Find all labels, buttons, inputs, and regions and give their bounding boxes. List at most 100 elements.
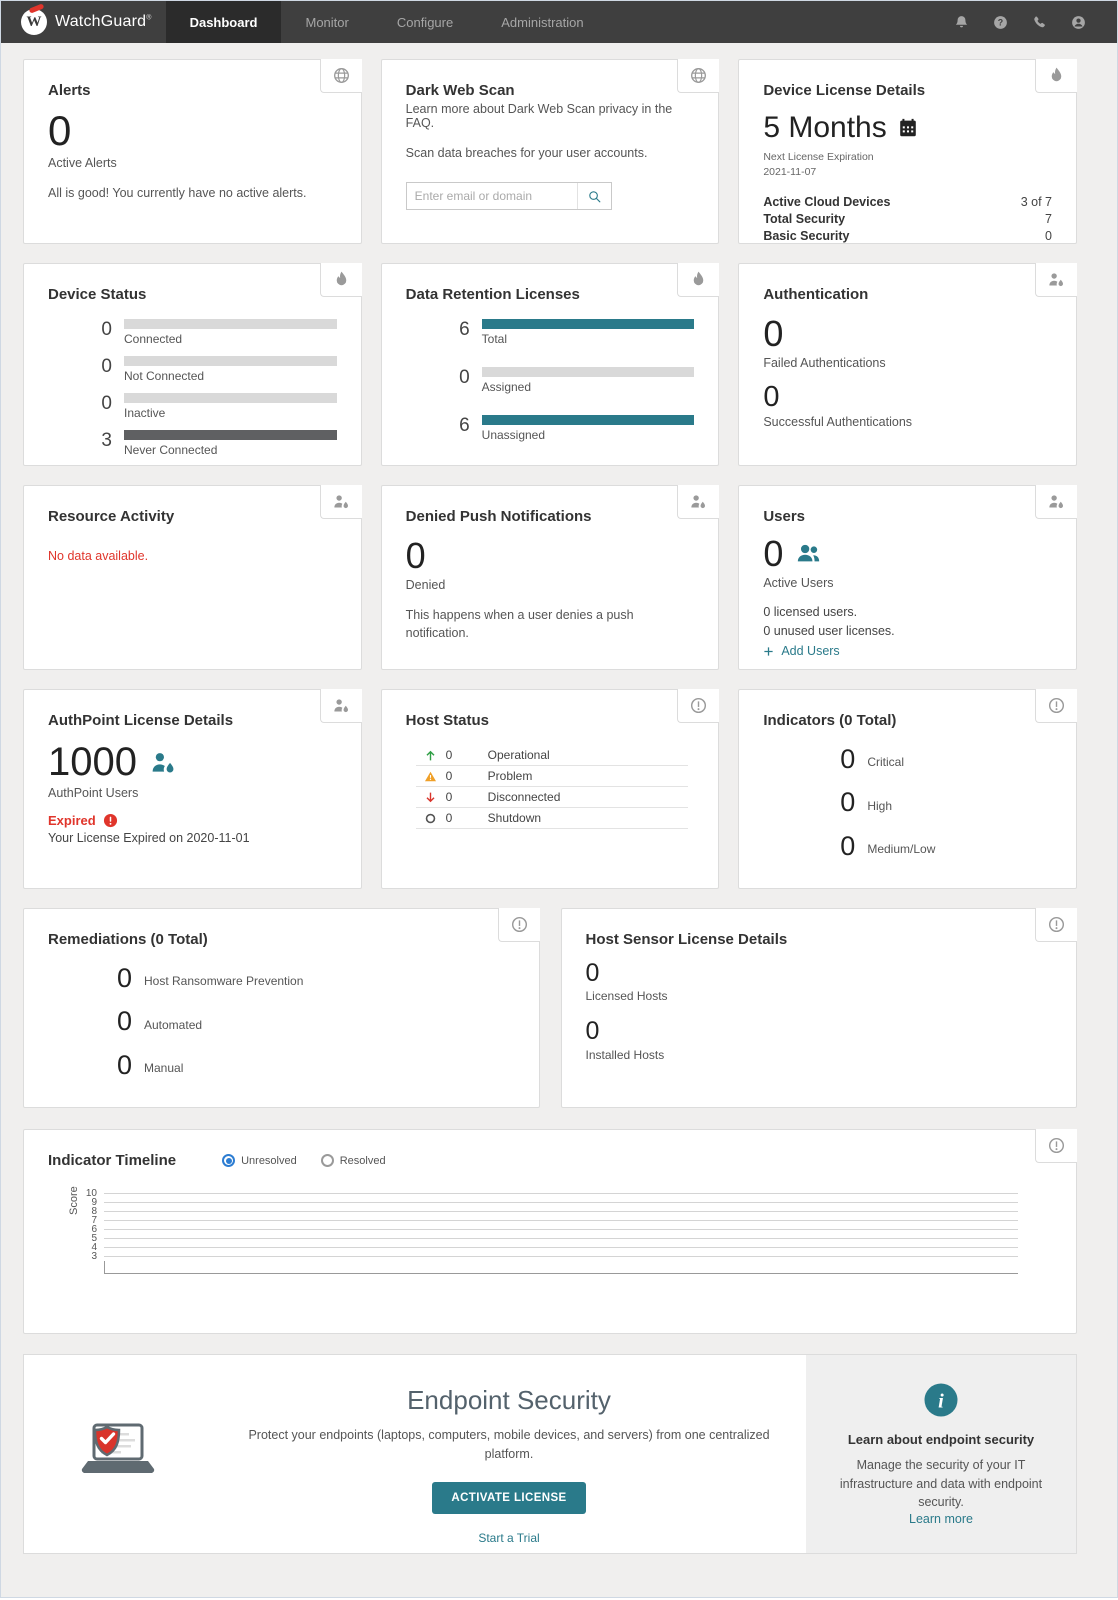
user-license-lines: 0 licensed users. 0 unused user licenses… xyxy=(763,604,895,638)
users-card: Users 0 Active Users 0 licensed users. 0… xyxy=(738,485,1077,670)
license-expiration-value: 5 Months xyxy=(763,111,1052,145)
tab-dashboard[interactable]: Dashboard xyxy=(165,1,282,43)
dark-web-faq-text[interactable]: Learn more about Dark Web Scan privacy i… xyxy=(405,102,673,130)
account-icon[interactable] xyxy=(1070,14,1087,31)
data-retention-card: Data Retention Licenses 6 Total 0 Assign… xyxy=(380,263,720,466)
no-data-message: No data available. xyxy=(48,549,149,563)
dark-web-description: Scan data breaches for your user account… xyxy=(405,146,648,160)
active-alerts-count: 0 xyxy=(48,107,72,154)
bar-unassigned: 6 Unassigned xyxy=(406,415,695,442)
watchguard-logo-icon: W xyxy=(21,3,47,35)
authpoint-license-title: AuthPoint License Details xyxy=(48,712,234,729)
indicators-title: Indicators (0 Total) xyxy=(763,712,897,729)
remediations-title: Remediations (0 Total) xyxy=(48,931,208,948)
indicator-timeline-title: Indicator Timeline xyxy=(48,1152,177,1169)
indicator-medium-low: 0 Medium/Low xyxy=(840,830,936,861)
remediation-automated: 0 Automated xyxy=(116,1006,203,1037)
indicators-stats: 0 Critical 0 High 0 Medium/Low xyxy=(831,745,1052,860)
endpoint-alert-icon xyxy=(1034,689,1077,723)
power-ring-icon xyxy=(424,812,437,825)
laptop-shield-illustration xyxy=(24,1355,212,1553)
resource-activity-card: Resource Activity No data available. xyxy=(23,485,362,670)
globe-icon xyxy=(319,59,362,93)
nav-tabs: Dashboard Monitor Configure Administrati… xyxy=(165,1,608,43)
down-arrow-icon xyxy=(424,791,437,804)
host-sensor-stats: 0 Licensed Hosts 0 Installed Hosts xyxy=(586,960,1053,1062)
alerts-card: Alerts 0 Active Alerts All is good! You … xyxy=(23,59,362,244)
indicator-timeline-card: Indicator Timeline Unresolved Resolved S… xyxy=(23,1129,1077,1334)
authentication-card: Authentication 0 Failed Authentications … xyxy=(738,263,1077,466)
endpoint-security-title: Endpoint Security xyxy=(407,1385,611,1415)
tab-administration[interactable]: Administration xyxy=(501,14,584,30)
info-icon xyxy=(923,1382,959,1418)
brand-name: WatchGuard® xyxy=(55,13,152,30)
up-arrow-icon xyxy=(424,749,437,762)
host-sensor-license-card: Host Sensor License Details 0 Licensed H… xyxy=(560,908,1077,1108)
bar-not-connected: 0 Not Connected xyxy=(48,356,337,383)
endpoint-security-banner: Endpoint Security Protect your endpoints… xyxy=(23,1354,1077,1554)
alert-exclamation-icon xyxy=(103,813,118,828)
indicator-high: 0 High xyxy=(840,787,893,818)
plus-icon xyxy=(763,646,774,657)
dark-web-search-input[interactable] xyxy=(406,183,577,209)
successful-authentications: 0 Successful Authentications xyxy=(763,380,913,430)
licensed-hosts-count: 0 xyxy=(585,959,600,987)
activate-license-button[interactable]: ACTIVATE LICENSE xyxy=(432,1481,586,1514)
notifications-bell-icon[interactable] xyxy=(953,14,970,31)
nav-utilities xyxy=(953,1,1117,43)
dark-web-scan-card: Dark Web Scan Learn more about Dark Web … xyxy=(380,59,720,244)
remediations-card: Remediations (0 Total) 0 Host Ransomware… xyxy=(23,908,540,1108)
radio-unselected-icon xyxy=(320,1154,334,1167)
add-users-link[interactable]: Add Users xyxy=(763,644,1052,658)
device-license-card: Device License Details 5 Months Next Lic… xyxy=(738,59,1077,244)
host-status-card: Host Status 0 Operational 0 Problem 0 Di… xyxy=(380,689,720,889)
authpoint-users-count: 1000 xyxy=(48,741,337,783)
calendar-icon xyxy=(897,117,919,139)
denied-push-title: Denied Push Notifications xyxy=(405,508,592,525)
help-icon[interactable] xyxy=(992,14,1009,31)
device-license-rows: Active Cloud Devices 3 of 7 Total Securi… xyxy=(763,193,1052,244)
bar-connected: 0 Connected xyxy=(48,319,337,346)
bar-total: 6 Total xyxy=(406,319,695,346)
tab-monitor[interactable]: Monitor xyxy=(305,14,349,30)
data-retention-bars: 6 Total 0 Assigned 6 Unassigned xyxy=(406,319,695,442)
top-nav: W WatchGuard® Dashboard Monitor Configur… xyxy=(1,1,1117,43)
dashboard-content: Alerts 0 Active Alerts All is good! You … xyxy=(1,43,1117,1596)
watchguard-logo[interactable]: W WatchGuard® xyxy=(1,1,166,43)
phone-support-icon[interactable] xyxy=(1031,14,1048,31)
radio-selected-icon xyxy=(222,1154,236,1167)
endpoint-security-promo: Endpoint Security Protect your endpoints… xyxy=(212,1355,806,1553)
radio-unresolved[interactable]: Unresolved xyxy=(222,1154,297,1167)
device-status-title: Device Status xyxy=(48,286,147,303)
installed-hosts-count: 0 xyxy=(585,1017,600,1046)
license-expired-status: Expired xyxy=(48,813,337,828)
learn-more-link[interactable]: Learn more xyxy=(909,1512,973,1527)
host-status-row-disconnected: 0 Disconnected xyxy=(415,787,689,808)
host-status-table: 0 Operational 0 Problem 0 Disconnected 0… xyxy=(415,745,689,829)
host-status-row-shutdown: 0 Shutdown xyxy=(415,808,689,829)
active-users-label: Active Users xyxy=(763,575,834,590)
remediations-stats: 0 Host Ransomware Prevention 0 Automated… xyxy=(108,964,515,1079)
endpoint-alert-icon xyxy=(497,908,540,942)
x-axis-line xyxy=(104,1261,1018,1274)
learn-text: Manage the security of your IT infrastru… xyxy=(839,1457,1043,1510)
users-title: Users xyxy=(763,508,806,525)
firebox-flame-icon xyxy=(677,263,720,297)
endpoint-alert-icon xyxy=(1035,908,1077,942)
dark-web-search-button[interactable] xyxy=(576,183,611,209)
denied-push-card: Denied Push Notifications 0 Denied This … xyxy=(380,485,720,670)
alerts-message: All is good! You currently have no activ… xyxy=(48,186,307,201)
host-status-row-problem: 0 Problem xyxy=(415,766,689,787)
radio-resolved[interactable]: Resolved xyxy=(320,1154,386,1167)
laptop-shield-icon xyxy=(81,1423,155,1474)
dark-web-search-group xyxy=(405,182,612,210)
authpoint-user-icon xyxy=(149,748,178,777)
start-trial-link[interactable]: Start a Trial xyxy=(478,1530,540,1545)
tab-configure[interactable]: Configure xyxy=(396,14,454,30)
resource-activity-title: Resource Activity xyxy=(48,508,175,525)
learn-heading: Learn about endpoint security xyxy=(847,1431,1035,1447)
endpoint-security-description: Protect your endpoints (laptops, compute… xyxy=(248,1428,770,1462)
licensed-hosts-label: Licensed Hosts xyxy=(585,989,668,1004)
indicators-card: Indicators (0 Total) 0 Critical 0 High 0… xyxy=(738,689,1077,889)
users-icon xyxy=(795,540,822,567)
